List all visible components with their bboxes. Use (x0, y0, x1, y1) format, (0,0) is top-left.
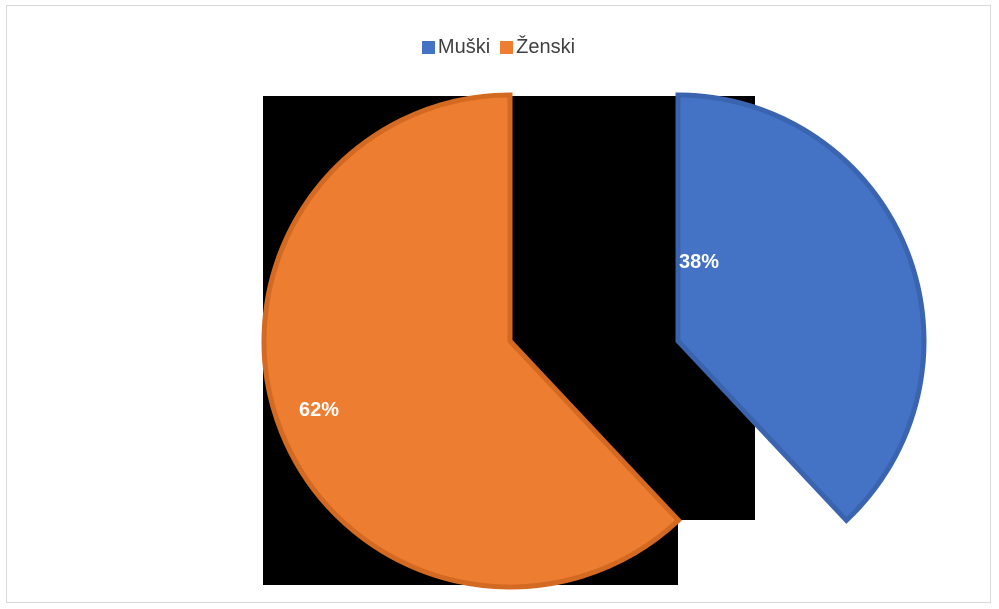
legend-item-muski: Muški (421, 36, 491, 59)
pie-slice-muski (675, 92, 927, 524)
pie-slice-zenski (261, 92, 682, 590)
data-label-muski: 38% (679, 251, 719, 273)
legend-item-zenski: Ženski (500, 36, 575, 59)
legend-label-zenski: Ženski (516, 36, 576, 58)
legend: Muški Ženski (7, 36, 990, 59)
legend-swatch-muski (421, 41, 435, 54)
data-label-zenski: 62% (299, 399, 339, 421)
legend-swatch-zenski (500, 41, 514, 54)
legend-label-muski: Muški (437, 36, 491, 58)
